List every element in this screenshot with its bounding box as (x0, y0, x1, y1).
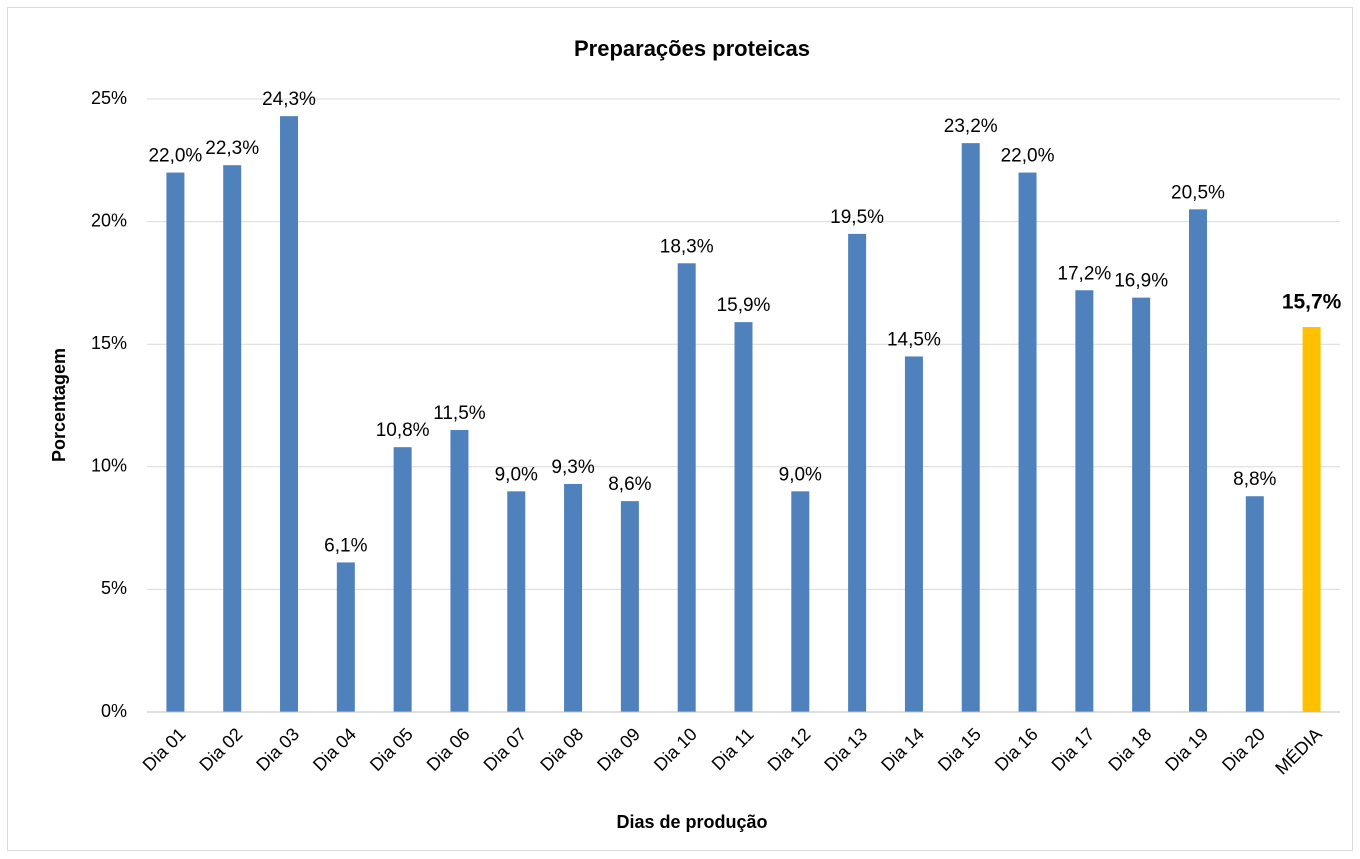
bar (336, 562, 355, 712)
y-tick-label: 10% (91, 456, 127, 476)
value-label: 8,8% (1233, 469, 1276, 490)
x-axis-label: Dias de produção (616, 812, 767, 832)
y-tick-label: 15% (91, 333, 127, 353)
value-label: 9,0% (779, 464, 822, 485)
bar (1188, 209, 1207, 712)
value-label: 16,9% (1114, 271, 1168, 292)
bar (393, 447, 412, 712)
value-label: 22,0% (148, 146, 202, 167)
y-tick-label: 0% (101, 701, 127, 721)
bar (1132, 297, 1151, 712)
value-label: 8,6% (608, 474, 651, 495)
value-label: 17,2% (1057, 263, 1111, 284)
bar (791, 491, 810, 712)
value-label: 14,5% (887, 329, 941, 350)
bar (734, 322, 753, 712)
value-label: 15,7% (1282, 291, 1342, 314)
value-label: 18,3% (660, 236, 714, 257)
y-tick-label: 20% (91, 210, 127, 230)
y-axis-label: Porcentagem (49, 348, 69, 462)
value-label: 6,1% (324, 535, 367, 556)
bar (620, 501, 639, 712)
bar (450, 430, 469, 712)
value-label: 9,3% (551, 457, 594, 478)
y-tick-label: 25% (91, 88, 127, 108)
value-label: 22,0% (1001, 146, 1055, 167)
value-label: 9,0% (495, 464, 538, 485)
bar (848, 233, 867, 713)
bar (507, 491, 526, 712)
y-tick-label: 5% (101, 578, 127, 598)
bar (961, 143, 980, 713)
bar (677, 263, 696, 712)
bar (1075, 290, 1094, 712)
value-label: 24,3% (262, 89, 316, 110)
bar (223, 165, 242, 713)
value-label: 20,5% (1171, 182, 1225, 203)
bar (280, 116, 299, 712)
bar (1302, 327, 1321, 712)
bar (904, 356, 923, 712)
bar (166, 172, 185, 712)
value-label: 22,3% (205, 138, 259, 159)
value-label: 15,9% (717, 295, 771, 316)
value-label: 11,5% (433, 403, 486, 424)
bar (1245, 496, 1264, 712)
value-label: 19,5% (830, 207, 884, 228)
bar (1018, 172, 1037, 712)
value-label: 23,2% (944, 116, 998, 137)
bar (564, 483, 583, 712)
value-label: 10,8% (376, 420, 430, 441)
chart-title: Preparações proteicas (574, 36, 810, 61)
